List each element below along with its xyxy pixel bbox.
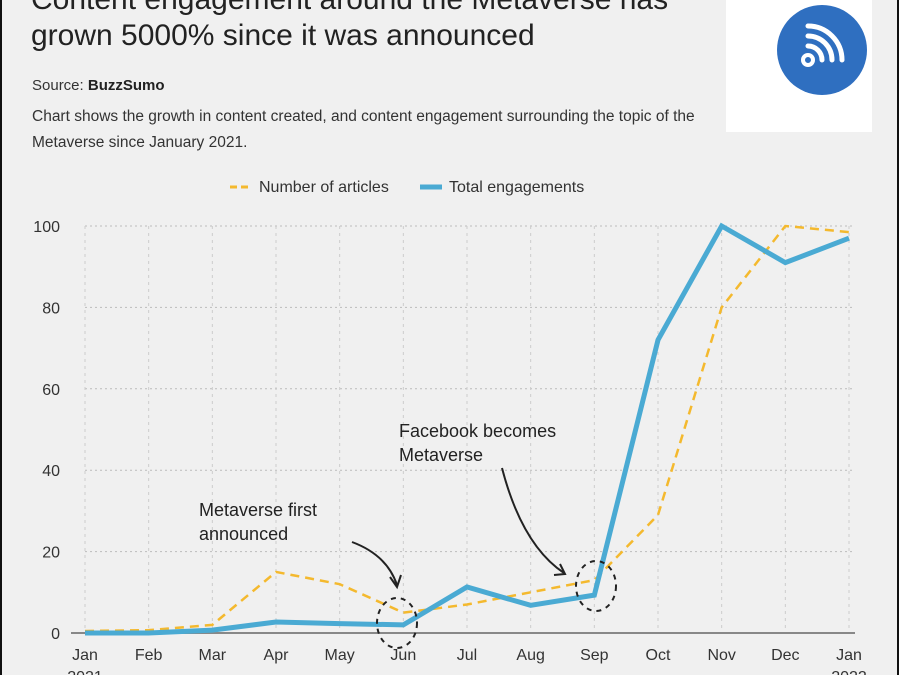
logo <box>726 0 872 132</box>
rss-feed-icon <box>777 5 867 95</box>
y-tick-label: 40 <box>42 463 60 480</box>
x-tick-label: 2022 <box>831 669 867 675</box>
y-tick-label: 20 <box>42 545 60 562</box>
chart-description: Chart shows the growth in content create… <box>32 108 695 151</box>
legend: Number of articles Total engagements <box>230 179 584 196</box>
x-tick-label: 2021 <box>67 669 103 675</box>
source-line: Source: BuzzSumo <box>32 77 165 94</box>
annotation-sep-arrow <box>501 467 565 574</box>
y-tick-label: 0 <box>51 626 60 643</box>
line-chart: Number of articles Total engagements 0 20… <box>33 179 867 675</box>
annotation-sep-circle <box>575 560 617 612</box>
x-tick-label: Oct <box>646 647 671 664</box>
x-tick-label: Jan <box>72 647 98 664</box>
source-name: BuzzSumo <box>87 77 165 94</box>
x-tick-label: Jan <box>836 647 862 664</box>
x-tick-label: Jun <box>390 647 416 664</box>
chart-title: Content engagement around the Metaverse … <box>31 0 668 52</box>
x-tick-label: Apr <box>264 647 290 664</box>
legend-label-engagements: Total engagements <box>449 179 584 196</box>
x-tick-label: Aug <box>516 647 544 664</box>
annotation-jun-arrow <box>351 541 398 586</box>
y-tick-label: 80 <box>42 300 60 317</box>
x-tick-label: Sep <box>580 647 609 664</box>
x-tick-label: Mar <box>199 647 227 664</box>
annotation-jun-line1: Metaverse first <box>199 500 317 520</box>
x-tick-label: Nov <box>707 647 735 664</box>
x-tick-label: Jul <box>457 647 477 664</box>
annotation-sep-line1: Facebook becomes <box>399 421 556 441</box>
y-tick-label: 100 <box>33 219 60 236</box>
annotation-jun-line2: announced <box>199 524 288 544</box>
x-tick-label: May <box>325 647 355 664</box>
x-tick-label: Feb <box>135 647 163 664</box>
annotation-jun-circle <box>376 597 418 649</box>
source-label: Source: <box>32 77 84 94</box>
annotation-sep-line2: Metaverse <box>399 445 483 465</box>
x-tick-label: Dec <box>771 647 799 664</box>
annotations: Metaverse first announced Facebook becom… <box>199 421 617 649</box>
y-tick-label: 60 <box>42 382 60 399</box>
legend-label-articles: Number of articles <box>259 179 389 196</box>
